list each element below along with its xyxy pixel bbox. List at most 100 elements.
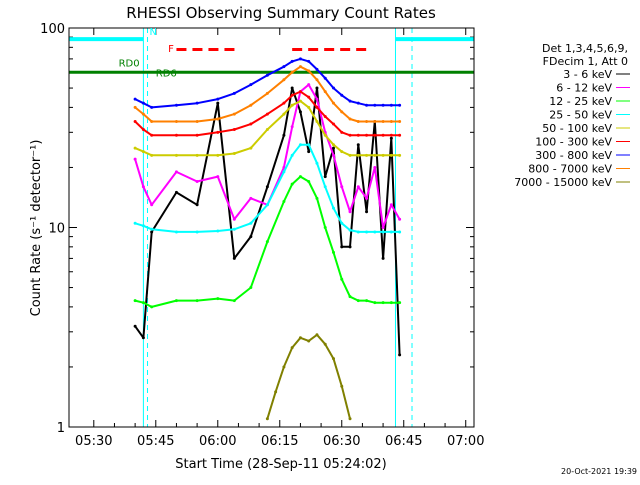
data-point-5 [315, 105, 319, 109]
data-point-8 [348, 417, 352, 421]
data-point-5 [373, 133, 377, 137]
data-point-5 [307, 95, 311, 99]
data-point-2 [249, 286, 253, 290]
data-point-6 [290, 59, 294, 63]
data-point-3 [365, 230, 369, 234]
data-point-4 [249, 146, 253, 150]
data-point-1 [315, 97, 319, 101]
data-point-0 [323, 175, 327, 179]
data-point-6 [398, 103, 402, 107]
data-point-8 [290, 346, 294, 350]
data-point-7 [323, 90, 327, 94]
data-point-8 [323, 342, 327, 346]
data-point-3 [265, 203, 269, 207]
data-point-3 [356, 230, 360, 234]
plot-area [69, 27, 474, 428]
data-point-7 [195, 119, 199, 123]
data-point-0 [232, 256, 236, 260]
data-point-2 [307, 180, 311, 184]
data-point-3 [323, 185, 327, 189]
data-point-6 [307, 59, 311, 63]
data-point-6 [232, 91, 236, 95]
data-point-7 [249, 103, 253, 107]
data-point-0 [150, 230, 154, 234]
data-point-5 [150, 133, 154, 137]
data-point-5 [133, 119, 137, 123]
x-tick-label: 06:30 [323, 434, 360, 449]
x-tick-label: 06:45 [385, 434, 422, 449]
data-point-8 [282, 365, 286, 369]
data-point-2 [298, 175, 302, 179]
data-point-5 [265, 112, 269, 116]
data-point-4 [348, 153, 352, 157]
legend-label: 3 - 6 keV [563, 68, 612, 81]
data-point-0 [282, 133, 286, 137]
data-point-7 [133, 105, 137, 109]
footer-timestamp: 20-Oct-2021 19:39 [561, 467, 637, 476]
data-point-1 [398, 217, 402, 221]
data-point-7 [150, 119, 154, 123]
data-point-1 [356, 185, 360, 189]
data-point-5 [298, 90, 302, 94]
data-point-0 [331, 146, 335, 150]
data-point-0 [298, 110, 302, 114]
data-point-0 [290, 86, 294, 90]
legend-label: 50 - 100 keV [542, 122, 612, 135]
legend-label: 300 - 800 keV [535, 149, 612, 162]
data-point-3 [298, 143, 302, 147]
data-point-2 [365, 299, 369, 303]
data-point-8 [274, 390, 278, 394]
data-point-5 [331, 122, 335, 126]
data-point-3 [249, 221, 253, 225]
data-point-6 [174, 103, 178, 107]
data-point-4 [141, 150, 145, 154]
x-tick-label: 05:30 [75, 434, 112, 449]
data-point-3 [150, 227, 154, 231]
data-point-4 [174, 153, 178, 157]
legend-header-line-2: FDecim 1, Att 0 [543, 55, 628, 68]
data-point-6 [356, 101, 360, 105]
data-point-1 [331, 153, 335, 157]
data-point-2 [356, 299, 360, 303]
data-point-1 [373, 165, 377, 169]
data-point-6 [298, 57, 302, 61]
data-point-4 [331, 143, 335, 147]
data-point-5 [348, 133, 352, 137]
data-point-4 [232, 151, 236, 155]
data-point-3 [290, 153, 294, 157]
data-point-2 [398, 301, 402, 305]
y-tick-label: 1 [57, 421, 65, 436]
legend-header-line-1: Det 1,3,4,5,6,9, [542, 42, 628, 55]
data-point-6 [365, 103, 369, 107]
data-point-4 [150, 153, 154, 157]
legend-label: 800 - 7000 keV [528, 163, 612, 176]
data-point-0 [307, 150, 311, 154]
data-point-7 [340, 110, 344, 114]
y-tick-label: 10 [48, 222, 65, 237]
data-point-3 [315, 161, 319, 165]
data-point-2 [232, 299, 236, 303]
data-point-3 [398, 230, 402, 234]
legend-label: 100 - 300 keV [535, 136, 612, 149]
data-point-6 [282, 65, 286, 69]
data-point-7 [365, 119, 369, 123]
data-point-0 [249, 235, 253, 239]
data-point-5 [249, 122, 253, 126]
data-point-6 [340, 93, 344, 97]
data-point-1 [340, 185, 344, 189]
x-tick-label: 05:45 [137, 434, 174, 449]
data-point-5 [356, 133, 360, 137]
x-tick-label: 06:00 [199, 434, 236, 449]
data-point-1 [133, 157, 137, 161]
data-point-4 [315, 119, 319, 123]
plot-frame [68, 27, 475, 428]
data-point-4 [365, 153, 369, 157]
data-point-4 [265, 127, 269, 131]
data-point-2 [389, 301, 393, 305]
legend: Det 1,3,4,5,6,9, FDecim 1, Att 0 3 - 6 k… [514, 42, 630, 189]
data-point-3 [195, 230, 199, 234]
legend-label: 25 - 50 keV [549, 109, 612, 122]
F-flag-label: F [168, 44, 174, 55]
data-point-7 [216, 117, 220, 121]
